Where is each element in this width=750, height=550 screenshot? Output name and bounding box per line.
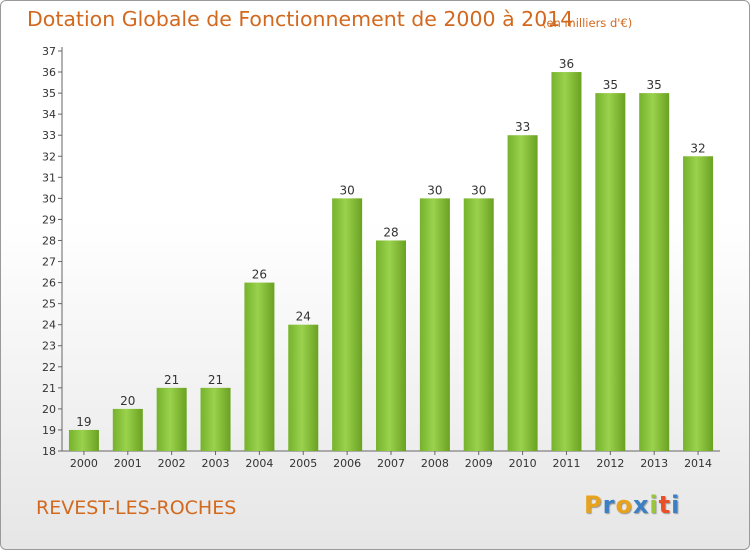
x-tick-label: 2010 [509,457,537,470]
bar [332,198,363,451]
bar [419,198,450,451]
y-tick-label: 22 [42,361,56,374]
x-tick-label: 2000 [70,457,98,470]
bar [507,135,538,452]
data-label: 35 [603,78,618,92]
x-tick-label: 2005 [289,457,317,470]
bar [376,240,406,451]
chart-subtitle: (en milliers d'€) [542,16,633,30]
bar [463,198,494,451]
proxiti-logo: Proxiti [584,491,680,519]
logo-letter: P [584,491,603,519]
logo-letter: i [671,491,681,519]
data-label: 20 [120,394,135,408]
logo-letter: x [632,491,650,519]
y-tick-label: 30 [42,192,56,205]
bar [639,93,670,452]
y-tick-label: 25 [42,298,56,311]
bar [595,93,626,452]
y-tick-label: 35 [42,87,56,100]
x-tick-label: 2014 [684,457,712,470]
logo-letter: o [615,491,633,519]
y-tick-label: 23 [42,340,56,353]
bar [683,156,714,451]
x-tick-label: 2002 [158,457,186,470]
logo-letter: t [658,491,672,519]
data-label: 28 [383,225,398,239]
data-label: 30 [427,183,442,197]
x-tick-label: 2006 [333,457,361,470]
x-tick-label: 2001 [114,457,142,470]
data-label: 36 [559,57,574,71]
data-labels: 19 20 21 21 26 24 30 28 30 30 33 36 35 35 32 [76,57,705,429]
y-tick-label: 27 [42,256,56,269]
bar [68,429,99,451]
x-tick-label: 2008 [421,457,449,470]
data-label: 32 [690,141,705,155]
bar [288,324,319,451]
logo-letter: i [649,491,659,519]
y-tick-label: 26 [42,277,56,290]
x-tick-label: 2011 [552,457,580,470]
logo-letter: r [602,491,616,519]
y-tick-label: 20 [42,403,56,416]
chart-title: Dotation Globale de Fonctionnement de 20… [27,7,574,31]
bar [156,387,187,451]
x-tick-label: 2012 [596,457,624,470]
bar [551,72,582,451]
y-tick-label: 34 [42,108,56,121]
x-tick-label: 2004 [245,457,273,470]
y-tick-label: 36 [42,66,56,79]
bar [112,408,143,451]
y-tick-label: 31 [42,171,56,184]
axes: 18 19 20 21 22 23 24 25 26 27 28 29 30 31 32 33 34 35 36 37… [42,45,720,470]
x-tick-label: 2007 [377,457,405,470]
data-label: 33 [515,120,530,134]
y-tick-label: 33 [42,129,56,142]
commune-name: REVEST-LES-ROCHES [36,497,237,519]
y-tick-label: 19 [42,424,56,437]
data-label: 21 [164,373,179,387]
bars [68,72,714,452]
bar [200,387,231,451]
data-label: 35 [647,78,662,92]
y-tick-label: 29 [42,213,56,226]
y-tick-label: 18 [42,445,56,458]
data-label: 30 [471,183,486,197]
bar [244,282,275,451]
y-tick-label: 28 [42,234,56,247]
x-tick-label: 2013 [640,457,668,470]
y-tick-label: 32 [42,150,56,163]
y-tick-label: 21 [42,382,56,395]
x-tick-label: 2009 [465,457,493,470]
y-tick-label: 24 [42,319,56,332]
data-label: 19 [76,415,91,429]
data-label: 24 [296,310,311,324]
x-tick-label: 2003 [202,457,230,470]
data-label: 26 [252,268,267,282]
data-label: 30 [339,183,354,197]
y-tick-label: 37 [42,45,56,58]
data-label: 21 [208,373,223,387]
